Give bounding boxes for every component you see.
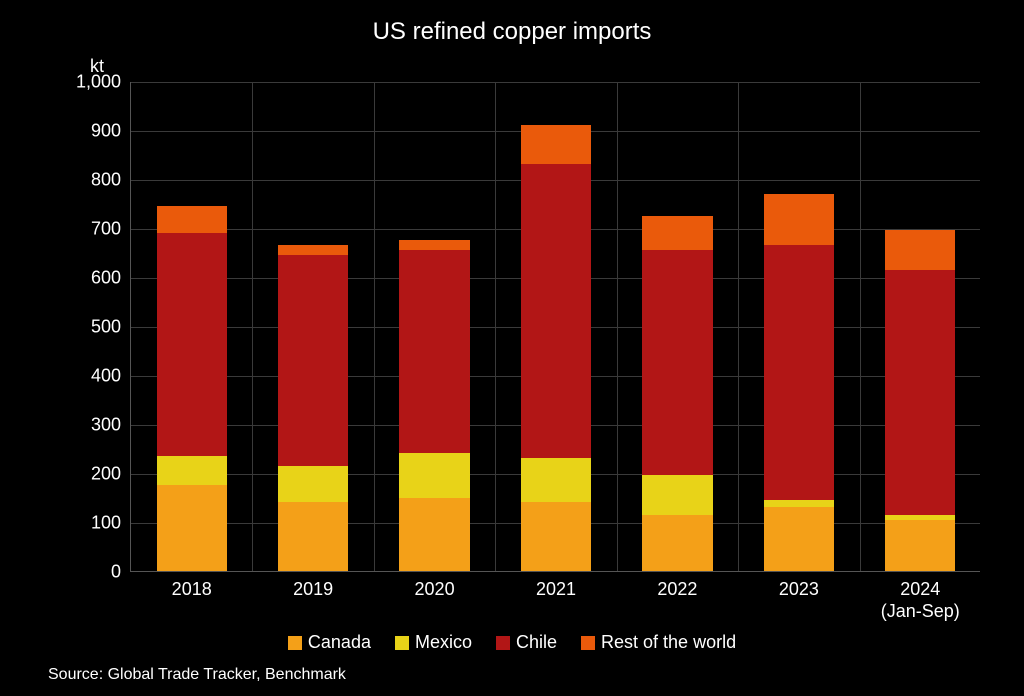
chart-title: US refined copper imports bbox=[0, 18, 1024, 46]
bar-segment bbox=[521, 125, 591, 164]
bar-segment bbox=[885, 515, 955, 520]
legend-item: Mexico bbox=[395, 632, 472, 653]
bar-segment bbox=[278, 245, 348, 255]
legend-swatch bbox=[581, 636, 595, 650]
bar-segment bbox=[399, 240, 469, 250]
bar-segment bbox=[521, 502, 591, 571]
y-tick-label: 300 bbox=[91, 415, 131, 436]
y-tick-label: 100 bbox=[91, 513, 131, 534]
legend-swatch bbox=[496, 636, 510, 650]
y-tick-label: 600 bbox=[91, 268, 131, 289]
y-tick-label: 500 bbox=[91, 317, 131, 338]
y-tick-label: 1,000 bbox=[76, 72, 131, 93]
legend-swatch bbox=[288, 636, 302, 650]
y-tick-label: 0 bbox=[111, 562, 131, 583]
bar-segment bbox=[764, 500, 834, 507]
legend-swatch bbox=[395, 636, 409, 650]
y-tick-label: 400 bbox=[91, 366, 131, 387]
bar-segment bbox=[521, 164, 591, 458]
y-tick-label: 900 bbox=[91, 121, 131, 142]
x-tick-label: 2020 bbox=[415, 571, 455, 601]
bar-segment bbox=[278, 466, 348, 503]
y-tick-label: 200 bbox=[91, 464, 131, 485]
bar-segment bbox=[278, 502, 348, 571]
bar-segment bbox=[399, 250, 469, 453]
x-tick-label: 2023 bbox=[779, 571, 819, 601]
bar-segment bbox=[885, 520, 955, 571]
x-tick-label: 2021 bbox=[536, 571, 576, 601]
plot-area: 01002003004005006007008009001,0002018201… bbox=[130, 82, 980, 572]
bar-segment bbox=[521, 458, 591, 502]
bar-segment bbox=[278, 255, 348, 466]
bar-segment bbox=[157, 206, 227, 233]
legend-label: Rest of the world bbox=[601, 632, 736, 653]
bar-segment bbox=[764, 245, 834, 500]
bar-segment bbox=[642, 216, 712, 250]
y-tick-label: 700 bbox=[91, 219, 131, 240]
bar-segment bbox=[642, 475, 712, 514]
bars-layer bbox=[131, 82, 980, 571]
bar-segment bbox=[157, 233, 227, 456]
legend-item: Canada bbox=[288, 632, 371, 653]
x-tick-label: 2024 (Jan-Sep) bbox=[881, 571, 960, 622]
y-tick-label: 800 bbox=[91, 170, 131, 191]
bar-segment bbox=[764, 507, 834, 571]
chart-container: US refined copper imports kt 01002003004… bbox=[0, 0, 1024, 696]
x-tick-label: 2022 bbox=[657, 571, 697, 601]
bar-segment bbox=[157, 456, 227, 485]
bar-segment bbox=[642, 515, 712, 571]
legend-label: Canada bbox=[308, 632, 371, 653]
x-tick-label: 2019 bbox=[293, 571, 333, 601]
bar-segment bbox=[399, 453, 469, 497]
bar-segment bbox=[885, 230, 955, 269]
legend: Canada Mexico Chile Rest of the world bbox=[0, 632, 1024, 655]
bar-segment bbox=[885, 270, 955, 515]
legend-label: Chile bbox=[516, 632, 557, 653]
x-tick-label: 2018 bbox=[172, 571, 212, 601]
bar-segment bbox=[642, 250, 712, 475]
legend-label: Mexico bbox=[415, 632, 472, 653]
bar-segment bbox=[764, 194, 834, 245]
source-text: Source: Global Trade Tracker, Benchmark bbox=[48, 666, 346, 684]
bar-segment bbox=[157, 485, 227, 571]
bar-segment bbox=[399, 498, 469, 572]
legend-item: Rest of the world bbox=[581, 632, 736, 653]
legend-item: Chile bbox=[496, 632, 557, 653]
